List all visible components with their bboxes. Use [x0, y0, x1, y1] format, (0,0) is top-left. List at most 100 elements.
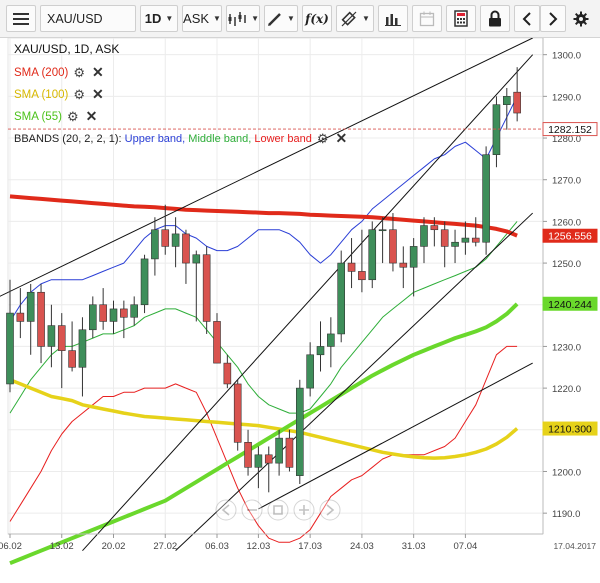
indicator-sma-55: SMA (55) ⚙ ✕ — [14, 108, 97, 125]
scroll-right-icon[interactable] — [319, 499, 341, 521]
chart-type-button[interactable]: ▼ — [226, 5, 260, 32]
price-label-box — [542, 296, 598, 311]
price-label-text: 1282.152 — [548, 124, 592, 136]
close-icon[interactable]: ✕ — [91, 64, 104, 80]
dropdown-arrow-icon: ▼ — [165, 14, 174, 23]
candle — [337, 250, 346, 343]
candle — [120, 300, 128, 339]
symbol-selector[interactable]: XAU/USD — [40, 5, 136, 32]
gear-icon[interactable]: ⚙ — [73, 86, 85, 102]
x-tick-label: 31.03 — [402, 541, 426, 552]
calendar-icon — [419, 11, 435, 26]
candle-body — [337, 262, 346, 335]
scroll-left-icon[interactable] — [215, 499, 237, 521]
candle — [389, 213, 397, 272]
trendline — [82, 54, 534, 552]
candle-body — [244, 442, 252, 468]
price-labels: 1282.152 1256.556 1240.244 1210.300 — [8, 122, 598, 436]
indicators-button[interactable]: f(x) — [302, 5, 332, 32]
bb-middle-line — [9, 221, 518, 414]
candle — [213, 313, 221, 364]
candle-body — [451, 241, 459, 247]
bb-upper-line — [9, 96, 518, 322]
reset-zoom-icon[interactable] — [267, 499, 289, 521]
trendlines — [0, 38, 534, 552]
drawing-tools-button[interactable]: ▼ — [264, 5, 298, 32]
trendline — [0, 38, 533, 297]
price-label: 1282.152 — [542, 122, 598, 137]
hamburger-icon — [13, 12, 29, 25]
gear-icon[interactable]: ⚙ — [66, 108, 79, 124]
candle-body — [140, 258, 149, 306]
candlestick-icon — [228, 11, 246, 26]
x-tick-label: 20.02 — [102, 541, 126, 552]
candle — [451, 229, 459, 264]
bbands-upper-label: Upper band, — [124, 132, 186, 145]
gear-icon[interactable]: ⚙ — [316, 130, 329, 146]
candle — [492, 96, 501, 168]
chart-navigation[interactable] — [215, 499, 341, 521]
candle — [306, 342, 314, 397]
symbol-label: XAU/USD — [47, 11, 103, 26]
trendline — [175, 212, 534, 552]
calendar-button[interactable] — [412, 5, 442, 32]
candle — [151, 217, 159, 276]
candle-body — [120, 308, 128, 318]
candle — [37, 283, 45, 364]
calculator-button[interactable] — [446, 5, 476, 32]
x-tick-label: 12.03 — [247, 541, 271, 552]
hide-drawings-button[interactable]: ▼ — [336, 5, 374, 32]
nav-button-circle — [267, 499, 289, 521]
price-chart[interactable]: 1190.01200.01210.01220.01230.01240.01250… — [0, 38, 600, 583]
menu-button[interactable] — [6, 5, 36, 32]
zoom-out-icon[interactable] — [241, 499, 263, 521]
candle-body — [151, 229, 159, 260]
candle — [140, 254, 149, 314]
x-tick-label: 24.03 — [350, 541, 374, 552]
moving-averages — [9, 194, 519, 566]
previous-button[interactable] — [514, 5, 540, 32]
candle-body — [26, 291, 35, 322]
timeframe-label: 1D — [144, 11, 162, 26]
close-icon[interactable]: ✕ — [91, 86, 104, 102]
next-button[interactable] — [540, 5, 566, 32]
price-label-box — [542, 228, 598, 243]
candle — [26, 283, 35, 355]
zoom-in-icon[interactable] — [293, 499, 315, 521]
timeframe-selector[interactable]: 1D ▼ — [140, 5, 178, 32]
candle — [130, 296, 138, 326]
eraser-icon — [341, 11, 357, 26]
candle-body — [295, 387, 304, 476]
candle — [316, 321, 325, 372]
calculator-icon — [454, 10, 468, 27]
candle — [471, 217, 480, 247]
settings-button[interactable] — [568, 5, 594, 32]
candle — [182, 229, 190, 284]
sma-200-line — [9, 194, 518, 238]
price-type-selector[interactable]: ASK ▼ — [182, 5, 222, 32]
candle — [109, 300, 118, 334]
y-tick-label: 1280.0 — [552, 134, 581, 145]
candle — [513, 67, 521, 122]
x-tick-label: 17.03 — [298, 541, 322, 552]
chart-title: XAU/USD, 1D, ASK — [14, 42, 120, 56]
close-icon[interactable]: ✕ — [335, 130, 348, 146]
price-label-box — [542, 421, 598, 436]
candle — [264, 446, 273, 493]
candle-body — [389, 229, 397, 264]
candle-body — [182, 233, 190, 264]
dropdown-arrow-icon: ▼ — [287, 14, 295, 23]
gear-icon[interactable]: ⚙ — [73, 64, 85, 80]
volume-button[interactable] — [378, 5, 408, 32]
dropdown-arrow-icon: ▼ — [213, 14, 221, 23]
lock-button[interactable] — [480, 5, 510, 32]
candle-body — [16, 312, 25, 322]
candle — [368, 221, 377, 289]
candle-body — [347, 262, 356, 272]
candle-body — [68, 350, 76, 368]
dropdown-arrow-icon: ▼ — [362, 14, 370, 23]
y-tick-label: 1250.0 — [552, 259, 581, 270]
close-icon[interactable]: ✕ — [85, 108, 98, 124]
candle — [378, 217, 387, 264]
candle — [285, 429, 294, 472]
